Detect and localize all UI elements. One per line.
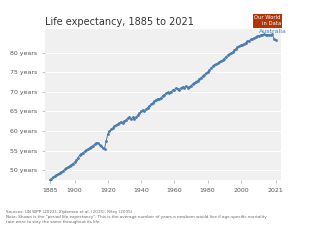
Text: Sources: UN WPP (2022); Zijdeman et al. (2015); Riley (2005)
Note: Shown is the : Sources: UN WPP (2022); Zijdeman et al. …: [6, 210, 267, 224]
Point: [243, 41, 249, 44]
Point: [77, 153, 82, 157]
Point: [217, 60, 222, 64]
Point: [137, 112, 142, 115]
Point: [187, 85, 192, 89]
Point: [100, 146, 105, 149]
Point: [127, 115, 132, 119]
Point: [267, 33, 272, 37]
Point: [172, 88, 177, 91]
Point: [232, 49, 237, 52]
Point: [262, 33, 267, 36]
Point: [263, 33, 268, 36]
Point: [233, 47, 238, 51]
Point: [268, 33, 273, 36]
Point: [168, 90, 174, 93]
Point: [237, 45, 242, 48]
Point: [271, 37, 277, 41]
Point: [212, 63, 217, 67]
Point: [162, 93, 167, 97]
Point: [79, 152, 84, 155]
Point: [50, 176, 56, 179]
Point: [253, 35, 258, 39]
Point: [177, 88, 182, 91]
Point: [135, 113, 140, 117]
Point: [149, 103, 154, 106]
Point: [123, 118, 129, 122]
Point: [95, 141, 100, 145]
Point: [132, 117, 137, 120]
Point: [198, 76, 204, 80]
Point: [117, 121, 122, 125]
Point: [192, 81, 197, 85]
Point: [170, 88, 175, 92]
Point: [82, 150, 87, 153]
Point: [241, 42, 247, 45]
Point: [107, 129, 112, 133]
Point: [167, 92, 172, 95]
Point: [125, 116, 130, 120]
Point: [94, 141, 99, 145]
Point: [213, 62, 219, 66]
Point: [218, 59, 223, 63]
Point: [208, 66, 213, 70]
Point: [183, 84, 189, 88]
Point: [189, 84, 194, 88]
Point: [248, 38, 253, 41]
Point: [114, 123, 119, 127]
Point: [226, 52, 232, 56]
Point: [256, 34, 262, 37]
Point: [110, 126, 115, 130]
Point: [122, 119, 127, 123]
Point: [144, 107, 149, 111]
Point: [90, 144, 95, 147]
Point: [112, 125, 117, 128]
Point: [130, 116, 135, 119]
Point: [99, 144, 104, 148]
Point: [200, 74, 205, 78]
Point: [75, 156, 80, 160]
Point: [129, 117, 134, 120]
Point: [74, 159, 79, 162]
Point: [273, 38, 278, 42]
Point: [205, 70, 210, 74]
Point: [180, 85, 185, 89]
Point: [72, 161, 77, 164]
Point: [225, 54, 230, 57]
Point: [67, 164, 72, 168]
Point: [258, 33, 263, 37]
Point: [235, 45, 240, 49]
Point: [120, 121, 125, 125]
Point: [119, 120, 124, 124]
Point: [182, 86, 187, 89]
Point: [160, 94, 165, 98]
Point: [47, 178, 52, 182]
Text: Australia: Australia: [259, 29, 287, 34]
Point: [163, 92, 168, 95]
Point: [202, 73, 207, 77]
Point: [223, 55, 228, 58]
Point: [87, 146, 92, 150]
Point: [56, 172, 61, 176]
Point: [134, 115, 139, 119]
Point: [230, 51, 235, 54]
Point: [85, 147, 90, 151]
Point: [105, 132, 110, 136]
Point: [210, 65, 215, 68]
Point: [238, 43, 243, 47]
Point: [89, 145, 94, 148]
Point: [92, 143, 97, 146]
Point: [178, 86, 183, 90]
Point: [165, 90, 170, 94]
Point: [49, 177, 54, 181]
Point: [108, 128, 114, 131]
Point: [102, 147, 107, 151]
Point: [54, 173, 59, 177]
Point: [203, 72, 208, 75]
Point: [157, 98, 162, 101]
Point: [59, 170, 64, 174]
Point: [265, 33, 270, 37]
Point: [174, 86, 179, 90]
Point: [69, 163, 74, 166]
Point: [260, 33, 265, 36]
Point: [193, 80, 198, 83]
